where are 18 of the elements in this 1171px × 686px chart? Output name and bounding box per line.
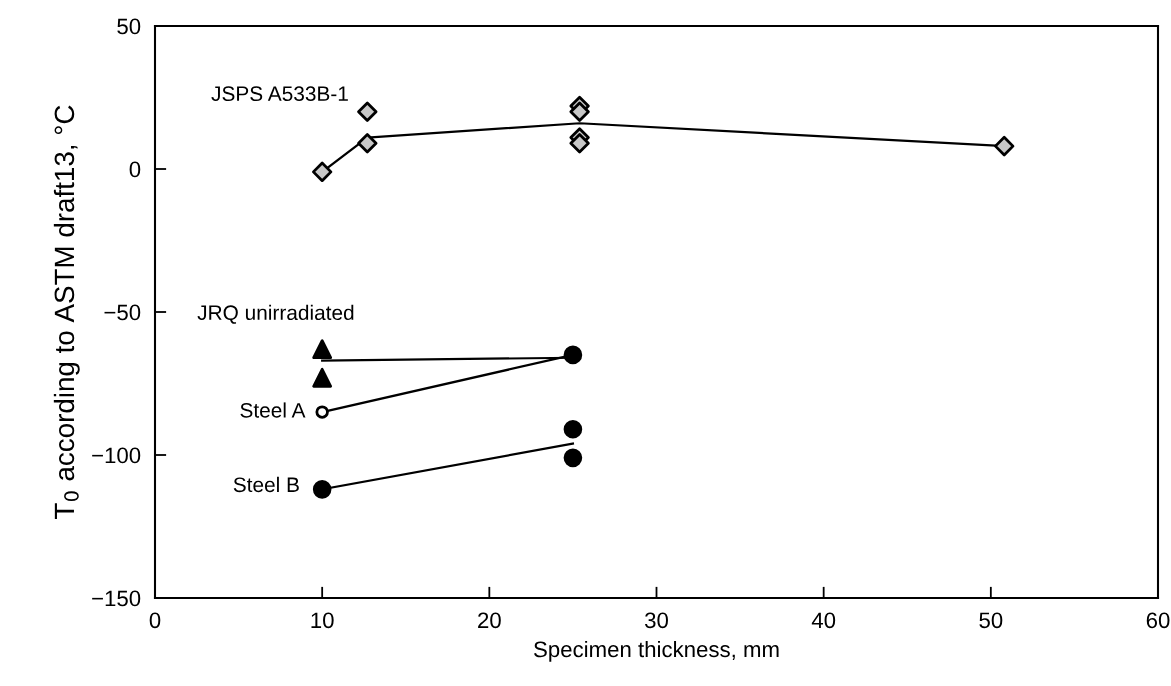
series-label: JRQ unirradiated — [197, 304, 354, 324]
x-tick-label: 10 — [311, 612, 334, 629]
y-axis-title: T$_{0}$ according to ASTM draft13, °C — [53, 105, 80, 520]
y-tick-label: 0 — [129, 161, 141, 178]
y-tick-label: −100 — [92, 447, 141, 464]
series-label: Steel B — [233, 476, 299, 493]
series-label: Steel A — [240, 402, 306, 418]
x-axis-title: Specimen thickness, mm — [534, 640, 779, 662]
x-tick-label: 0 — [149, 612, 161, 629]
y-tick-label: −50 — [104, 304, 141, 321]
y-tick-label: −150 — [92, 590, 141, 607]
x-tick-label: 40 — [811, 612, 836, 629]
x-tick-label: 50 — [979, 612, 1003, 629]
y-tick-label: 50 — [117, 18, 141, 35]
series-label: JSPS A533B-1 — [211, 86, 348, 102]
x-tick-label: 20 — [478, 612, 501, 629]
x-tick-label: 30 — [644, 612, 668, 629]
x-tick-label: 60 — [1146, 612, 1170, 629]
